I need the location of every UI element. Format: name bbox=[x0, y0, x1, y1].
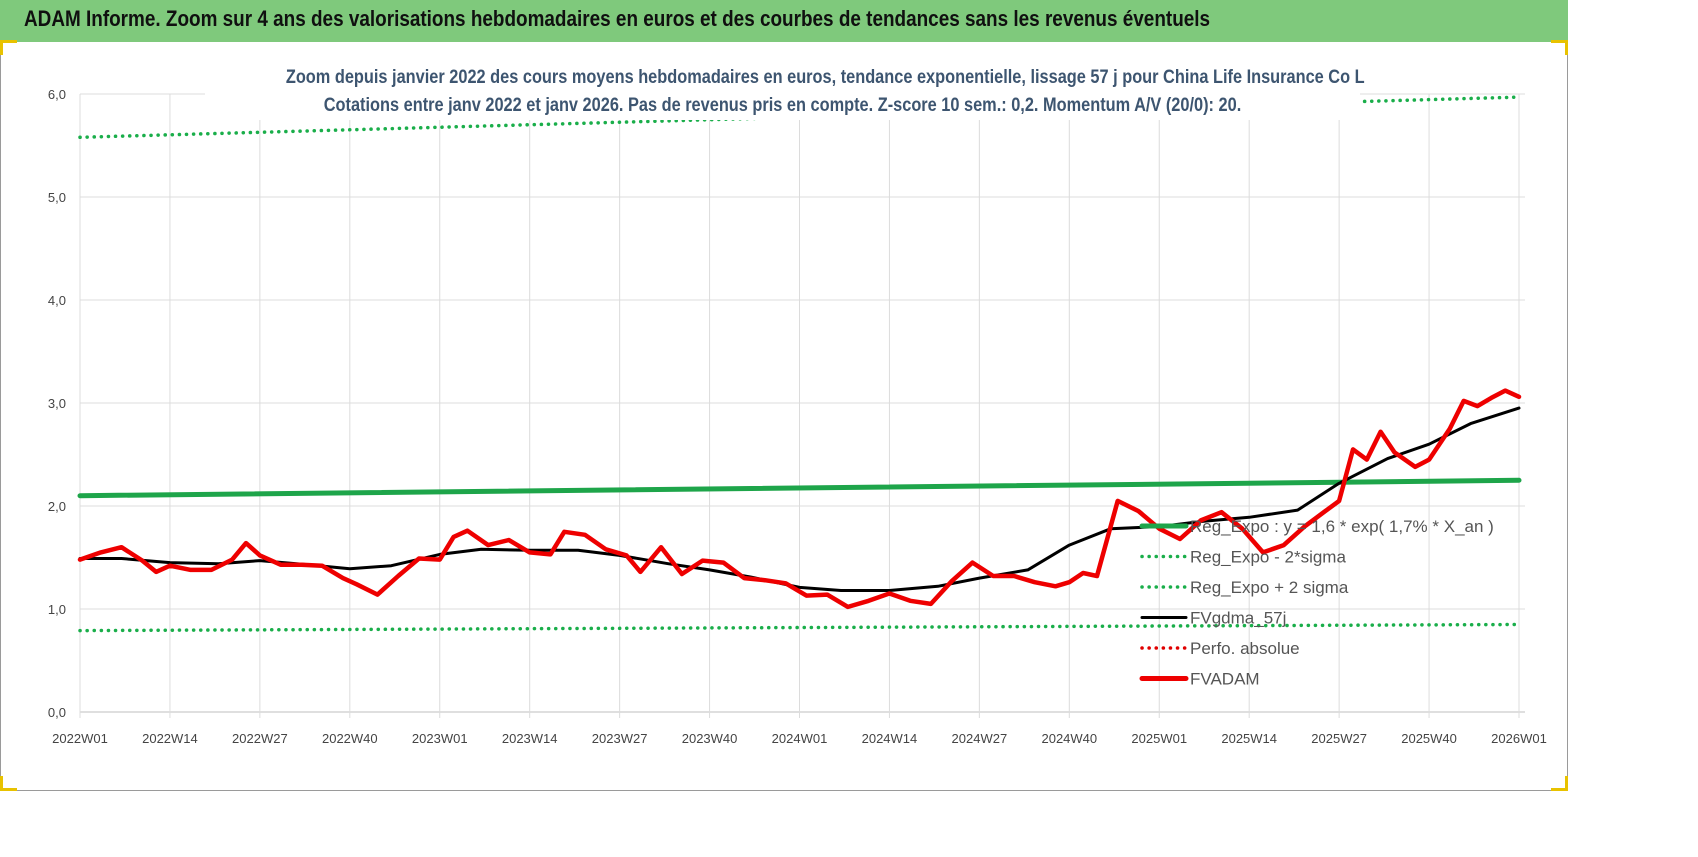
x-tick-label: 2023W14 bbox=[502, 731, 558, 746]
x-tick-label: 2025W27 bbox=[1311, 731, 1367, 746]
x-tick-label: 2023W01 bbox=[412, 731, 468, 746]
chart-legend: Reg_Expo : y = 1,6 * exp( 1,7% * X_an ) R… bbox=[1139, 517, 1494, 689]
y-tick-label: 2,0 bbox=[48, 499, 66, 514]
x-tick-label: 2024W27 bbox=[952, 731, 1008, 746]
series-line bbox=[78, 622, 1521, 633]
x-tick-label: 2022W40 bbox=[322, 731, 378, 746]
legend-label: Perfo. absolue bbox=[1190, 639, 1300, 658]
corner-marker-tr bbox=[1551, 40, 1568, 55]
y-tick-label: 4,0 bbox=[48, 293, 66, 308]
x-tick-label: 2022W27 bbox=[232, 731, 288, 746]
x-tick-label: 2025W01 bbox=[1131, 731, 1187, 746]
series-line bbox=[77, 388, 1522, 610]
x-tick-label: 2024W01 bbox=[772, 731, 828, 746]
corner-marker-bl bbox=[0, 776, 17, 791]
legend-label: Reg_Expo : y = 1,6 * exp( 1,7% * X_an ) bbox=[1190, 517, 1494, 536]
legend-label: FVgdma_57j bbox=[1190, 609, 1286, 628]
y-tick-label: 3,0 bbox=[48, 396, 66, 411]
y-tick-label: 6,0 bbox=[48, 87, 66, 102]
x-tick-label: 2022W14 bbox=[142, 731, 198, 746]
x-tick-label: 2023W40 bbox=[682, 731, 738, 746]
x-tick-label: 2023W27 bbox=[592, 731, 648, 746]
legend-label: Reg_Expo + 2 sigma bbox=[1190, 578, 1349, 597]
chart-title-box: Zoom depuis janvier 2022 des cours moyen… bbox=[205, 64, 1365, 120]
y-tick-label: 5,0 bbox=[48, 190, 66, 205]
legend-label: FVADAM bbox=[1190, 670, 1260, 689]
x-tick-label: 2025W40 bbox=[1401, 731, 1457, 746]
corner-marker-br bbox=[1551, 776, 1568, 791]
line-chart: 0,0 1,0 2,0 3,0 4,0 5,0 6,0 2022W01 2022W14 2022W… bbox=[48, 87, 1547, 746]
chart-axis-labels: 0,0 1,0 2,0 3,0 4,0 5,0 6,0 2022W01 2022W14 2022W… bbox=[48, 87, 1547, 746]
legend-label: Reg_Expo - 2*sigma bbox=[1190, 548, 1346, 567]
y-tick-label: 1,0 bbox=[48, 602, 66, 617]
series-line bbox=[77, 477, 1522, 499]
x-tick-label: 2024W40 bbox=[1041, 731, 1097, 746]
x-tick-label: 2022W01 bbox=[52, 731, 108, 746]
y-tick-label: 0,0 bbox=[48, 705, 66, 720]
x-tick-label: 2024W14 bbox=[862, 731, 918, 746]
x-tick-label: 2025W14 bbox=[1221, 731, 1277, 746]
corner-marker-tl bbox=[0, 40, 17, 55]
banner-title: ADAM Informe. Zoom sur 4 ans des valoris… bbox=[24, 6, 1211, 31]
title-banner: ADAM Informe. Zoom sur 4 ans des valoris… bbox=[0, 0, 1568, 42]
x-tick-label: 2026W01 bbox=[1491, 731, 1547, 746]
chart-frame bbox=[0, 0, 1568, 791]
chart-title-line-1: Zoom depuis janvier 2022 des cours moyen… bbox=[285, 67, 1365, 88]
chart-title-line-2: Cotations entre janv 2022 et janv 2026. … bbox=[323, 95, 1242, 116]
